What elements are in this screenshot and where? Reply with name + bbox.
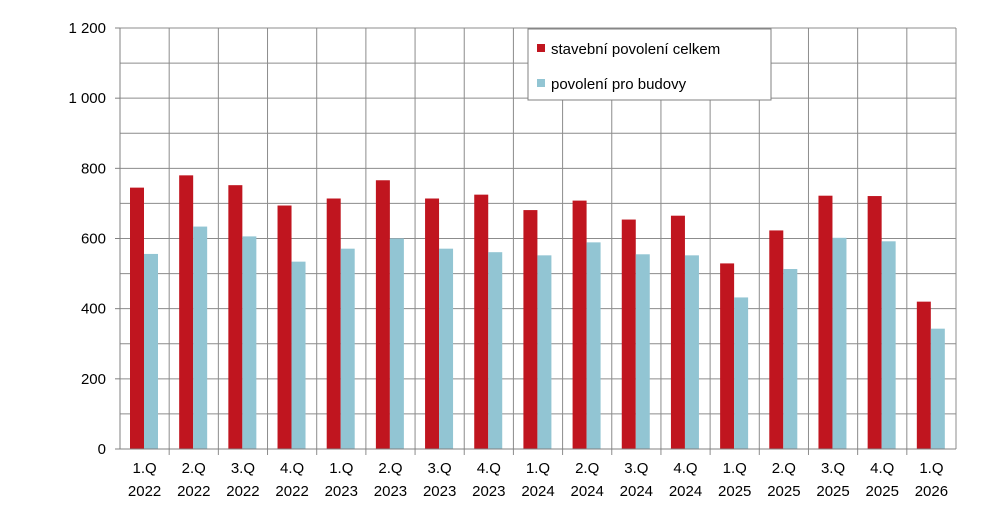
x-tick-label-quarter: 2.Q [575,460,599,477]
y-tick-label: 400 [81,301,106,318]
bar-povoleni-pro-budovy-1 [193,226,208,449]
x-tick-label-year: 2022 [128,483,161,500]
bar-stavebni-povoleni-13 [769,230,784,449]
x-tick-label-quarter: 1.Q [526,460,550,477]
x-tick-label-quarter: 1.Q [723,460,747,477]
x-tick-label-year: 2024 [669,483,702,500]
y-axis: 0 200 400 600 800 1 000 1 200 [68,20,121,458]
x-tick-label-year: 2023 [325,483,358,500]
y-tick-label: 200 [81,371,106,388]
x-tick-label-year: 2025 [767,483,800,500]
x-tick-label-quarter: 1.Q [132,460,156,477]
bar-povoleni-pro-budovy-0 [144,253,158,449]
x-tick-label-quarter: 3.Q [624,460,648,477]
bar-povoleni-pro-budovy-12 [734,297,749,449]
bar-stavebni-povoleni-16 [916,301,931,449]
x-tick-label-year: 2022 [177,483,210,500]
legend-label-stavebni-povoleni: stavební povolení celkem [551,41,720,58]
bar-povoleni-pro-budovy-5 [389,238,404,449]
x-tick-label-year: 2024 [620,483,653,500]
x-tick-label-year: 2026 [915,483,948,500]
bar-povoleni-pro-budovy-10 [635,254,650,449]
x-tick-label-year: 2022 [275,483,308,500]
bar-povoleni-pro-budovy-16 [930,328,945,449]
bar-stavebni-povoleni-11 [670,215,685,449]
bar-stavebni-povoleni-15 [867,196,882,449]
bar-povoleni-pro-budovy-2 [242,236,257,449]
x-tick-label-quarter: 3.Q [231,460,255,477]
x-tick-label-quarter: 1.Q [919,460,943,477]
x-tick-label-quarter: 4.Q [673,460,697,477]
bar-povoleni-pro-budovy-3 [291,261,306,449]
legend-swatch-stavebni-povoleni [537,44,545,52]
bar-povoleni-pro-budovy-13 [783,269,798,449]
legend-swatch-povoleni-pro-budovy [537,79,545,87]
x-tick-label-year: 2023 [374,483,407,500]
x-tick-label-year: 2024 [570,483,603,500]
x-tick-label-quarter: 2.Q [182,460,206,477]
y-tick-label: 1 200 [68,20,106,37]
bar-povoleni-pro-budovy-11 [684,255,699,449]
bars [130,175,945,450]
bar-stavebni-povoleni-8 [523,210,538,449]
x-tick-label-year: 2025 [718,483,751,500]
bar-povoleni-pro-budovy-8 [537,255,552,449]
legend-label-povoleni-pro-budovy: povolení pro budovy [551,76,687,93]
bar-stavebni-povoleni-10 [621,219,636,449]
bar-stavebni-povoleni-2 [228,185,243,449]
x-tick-label-quarter: 3.Q [428,460,452,477]
bar-stavebni-povoleni-4 [326,198,341,449]
x-tick-label-year: 2023 [423,483,456,500]
bar-stavebni-povoleni-5 [375,180,390,450]
x-tick-label-quarter: 4.Q [870,460,894,477]
x-tick-label-year: 2025 [816,483,849,500]
bar-stavebni-povoleni-7 [474,194,489,449]
bar-povoleni-pro-budovy-14 [832,237,847,449]
x-axis: 1.Q 2022 2.Q 2022 3.Q 2022 4.Q 2022 1.Q 2023 2.Q 20… [120,448,956,500]
bar-stavebni-povoleni-0 [130,187,144,450]
y-tick-label: 600 [81,231,106,248]
bar-povoleni-pro-budovy-9 [586,242,601,449]
bar-stavebni-povoleni-12 [720,263,735,449]
x-tick-label-quarter: 3.Q [821,460,845,477]
y-tick-label: 1 000 [68,90,106,107]
x-tick-label-quarter: 2.Q [772,460,796,477]
x-tick-label-year: 2024 [521,483,554,500]
bar-povoleni-pro-budovy-6 [439,248,454,449]
legend-box [527,28,772,101]
x-tick-label-year: 2025 [866,483,899,500]
x-tick-label-year: 2022 [226,483,259,500]
y-tick-label: 0 [98,441,106,458]
bar-stavebni-povoleni-6 [425,198,440,449]
bar-povoleni-pro-budovy-15 [881,241,896,449]
bar-stavebni-povoleni-14 [818,195,833,449]
legend: stavební povolení celkem povolení pro bu… [527,28,772,101]
x-tick-label-year: 2023 [472,483,505,500]
bar-stavebni-povoleni-3 [277,205,292,449]
bar-povoleni-pro-budovy-7 [488,252,503,449]
x-tick-label-quarter: 1.Q [329,460,353,477]
bar-stavebni-povoleni-9 [572,200,587,449]
bar-stavebni-povoleni-1 [179,175,194,449]
y-tick-label: 800 [81,160,106,177]
bar-povoleni-pro-budovy-4 [340,248,355,449]
x-tick-label-quarter: 2.Q [378,460,402,477]
x-tick-label-quarter: 4.Q [280,460,304,477]
x-tick-label-quarter: 4.Q [477,460,501,477]
